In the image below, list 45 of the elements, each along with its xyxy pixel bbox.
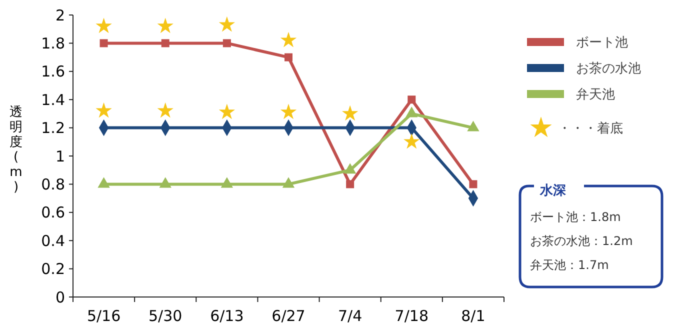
legend-label: 弁天池 xyxy=(576,88,615,103)
point xyxy=(344,163,356,174)
point xyxy=(157,18,174,34)
y-tick-label: 1.2 xyxy=(41,119,65,138)
point xyxy=(220,177,234,188)
y-tick-label: 0.2 xyxy=(41,260,65,278)
text: 水深 xyxy=(539,184,567,199)
point xyxy=(100,39,108,48)
y-tick-label: 0.4 xyxy=(41,232,65,250)
y-tick-label: 1.4 xyxy=(41,90,65,109)
y-tick-label: 1 xyxy=(55,147,65,166)
y-tick-label: 2 xyxy=(55,6,65,24)
point xyxy=(159,177,172,188)
point xyxy=(408,96,416,104)
y-tick-label: 1.6 xyxy=(41,62,65,81)
y-tick-label: 0.6 xyxy=(41,204,65,222)
legend-label: ボート池 xyxy=(576,36,628,51)
x-tick-label: 7/4 xyxy=(338,307,362,325)
point xyxy=(467,120,480,132)
point xyxy=(282,177,295,188)
point xyxy=(222,39,231,48)
y-tick-label: 0.8 xyxy=(41,175,65,194)
point xyxy=(98,177,110,188)
text: ボート池：1.8m xyxy=(530,210,621,224)
x-tick-label: 6/13 xyxy=(210,307,244,325)
point xyxy=(406,106,418,118)
x-tick-label: 5/16 xyxy=(86,307,121,325)
legend-label: ・・・着底 xyxy=(558,120,623,137)
point xyxy=(161,39,170,48)
x-tick-label: 5/30 xyxy=(148,307,182,325)
x-tick-label: 7/18 xyxy=(394,307,428,325)
point xyxy=(218,16,236,32)
y-tick-label: 0 xyxy=(55,288,65,306)
point xyxy=(284,53,292,62)
y-axis-title: 透明度(m) xyxy=(10,105,22,195)
point xyxy=(469,180,478,188)
y-tick-label: 1.8 xyxy=(41,34,65,52)
point xyxy=(280,32,297,48)
text: お茶の水池：1.2m xyxy=(530,234,633,248)
legend-label: お茶の水池 xyxy=(576,62,641,77)
x-tick-label: 6/27 xyxy=(272,307,306,325)
point xyxy=(346,180,354,188)
point xyxy=(96,18,112,34)
x-tick-label: 8/1 xyxy=(461,307,486,325)
text: 弁天池：1.7m xyxy=(530,258,609,272)
